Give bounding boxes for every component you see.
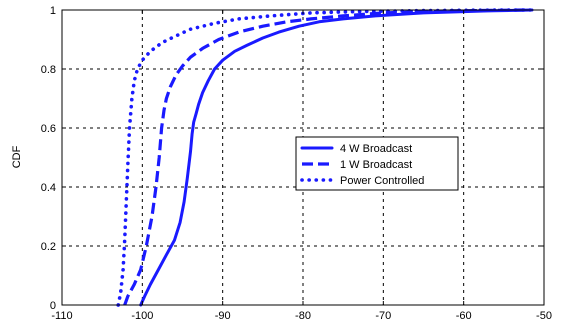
y-axis-label: CDF [11, 145, 23, 168]
series-line-power-controlled [116, 8, 534, 307]
y-tick-label: 1 [50, 5, 56, 17]
x-tick-label: -110 [51, 310, 72, 322]
x-tick-label: -60 [456, 310, 472, 322]
legend-label: 1 W Broadcast [340, 159, 412, 171]
series-line-4-w-broadcast [139, 8, 534, 307]
series-lines [116, 8, 534, 307]
y-tick-label: 0.8 [41, 64, 56, 76]
axis-ticks: -110 -100 -90 -80 -70 -60 -50 0 0.2 0.4 0.6 0.8 1 [41, 5, 552, 322]
y-tick-label: 0 [50, 300, 56, 312]
y-tick-label: 0.6 [41, 123, 56, 135]
legend-label: Power Controlled [340, 175, 424, 187]
legend: 4 W Broadcast 1 W Broadcast Power Controll… [295, 136, 459, 191]
y-tick-label: 0.4 [41, 182, 56, 194]
x-tick-label: -90 [215, 310, 231, 322]
x-tick-label: -70 [375, 310, 391, 322]
x-tick-label: -100 [131, 310, 153, 322]
x-tick-label: -80 [295, 310, 311, 322]
y-tick-label: 0.2 [41, 241, 56, 253]
series-line-1-w-broadcast [123, 8, 528, 306]
legend-label: 4 W Broadcast [340, 143, 412, 155]
x-tick-label: -50 [536, 310, 552, 322]
